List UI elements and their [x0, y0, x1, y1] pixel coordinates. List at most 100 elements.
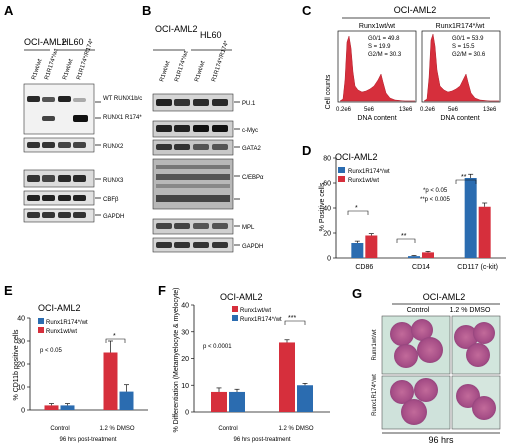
chart-d-star-cd86: * [355, 205, 358, 212]
chart-e-legend-swatch-red [38, 327, 44, 333]
panel-c-stat-2-g01: G0/1 = 53.9 [452, 36, 484, 42]
panel-b-blot-label-5: MPL [242, 225, 255, 231]
chart-e-ylabel: % CD11b positive cells [13, 329, 20, 401]
chart-e-cat-label-2: 1.2 % DMSO [99, 426, 134, 432]
panel-c-xlabel-1: DNA content [357, 115, 396, 122]
panel-c-stat-2-s: S = 15.5 [452, 44, 475, 50]
chart-e-bar-0-1 [60, 405, 75, 410]
panel-e-letter: E [4, 283, 13, 298]
chart-e-legend-red: Runx1wt/wt [46, 329, 77, 335]
micrograph-wt-control [381, 315, 451, 375]
panel-c-subtitle-2: Runx1R174*/wt [436, 23, 485, 30]
panel-c-tick-2b: 5e6 [448, 107, 459, 113]
chart-f-ytick-label-1: 10 [181, 383, 189, 390]
chart-f-ytick-label-4: 40 [181, 303, 189, 310]
chart-d-legend-swatch-1 [338, 167, 345, 173]
chart-d-ytick-label-1: 20 [323, 231, 331, 238]
chart-d-cat-1: CD14 [412, 264, 430, 271]
chart-f-pvalue: p < 0.0001 [203, 344, 232, 350]
panel-g-row-1: Runx1wt/wt [372, 329, 378, 360]
chart-f-star: *** [288, 315, 296, 322]
chart-e-ytick-label-4: 40 [17, 316, 25, 323]
chart-d-star-cd117: ** [461, 174, 467, 181]
chart-f-ytick-label-2: 20 [181, 356, 189, 363]
panel-b-lane-2: R1R174*/wt [174, 50, 190, 83]
chart-f-legend-blue: Runx1R174*/wt [240, 317, 282, 323]
panel-b-blot-label-4: C/EBPα [242, 175, 264, 181]
chart-d-sig-1: *p < 0.05 [423, 188, 448, 194]
chart-d-bar-2-1 [478, 206, 491, 258]
panel-b-lane-1: R1wt/wt [159, 60, 171, 82]
chart-d-legend-2: Runx1wt/wt [348, 178, 379, 184]
panel-a-group-2: HL60 [62, 37, 84, 47]
panel-c-title: OCI-AML2 [394, 5, 437, 15]
panel-c-xlabel-2: DNA content [440, 115, 479, 122]
chart-e-ytick-label-2: 20 [17, 362, 25, 369]
panel-b-lane-3: R1wt/wt [194, 60, 206, 82]
chart-d-marks: 0 20 40 60 80 CD86 CD14 CD117 (c-kit) [323, 156, 498, 272]
panel-c-letter: C [302, 3, 312, 18]
chart-d-bar-1-0 [408, 256, 420, 258]
chart-f-title: OCI-AML2 [220, 292, 263, 302]
panel-g-footer: 96 hrs [428, 435, 454, 445]
chart-d-bar-1-1 [422, 252, 434, 258]
micrograph-mut-control [381, 375, 451, 430]
chart-d-bar-2-0 [464, 178, 477, 258]
chart-f-bar-1-1 [297, 385, 313, 412]
panel-f: F OCI-AML2 % Differentiation (Metamyeloc… [158, 283, 330, 443]
panel-a-letter: A [4, 3, 14, 18]
chart-f-marks: 0 10 20 30 40 [181, 303, 313, 417]
chart-e-cat-label-1: Control [50, 426, 69, 432]
chart-e-pvalue: p < 0.05 [40, 348, 63, 354]
chart-d-star-cd14: ** [401, 233, 407, 240]
chart-e-bar-1-0 [103, 352, 118, 410]
chart-d-ytick-label-2: 40 [323, 206, 331, 213]
panel-d-letter: D [302, 143, 311, 158]
panel-a-blot-label-3: RUNX2 [103, 144, 124, 150]
panel-c-tick-2a: 0.2e6 [420, 107, 436, 113]
panel-b-blot-label-3: GATA2 [242, 146, 261, 152]
panel-a-blot-label-6: GAPDH [103, 214, 124, 220]
micrograph-wt-dmso [451, 315, 501, 375]
panel-b-group-2: HL60 [200, 30, 222, 40]
panel-c-stat-1-g2m: G2/M = 30.3 [368, 52, 402, 58]
chart-e-star: * [113, 333, 116, 340]
chart-e-legend-swatch-blue [38, 318, 44, 324]
panel-b-lane-4: R1R174*/R174* [211, 40, 230, 83]
chart-d-cat-2: CD117 (c-kit) [457, 264, 498, 271]
chart-f-ytick-label-0: 0 [185, 410, 189, 417]
chart-e-ytick-label-1: 10 [17, 385, 25, 392]
panel-a-group-1: OCI-AML2 [24, 37, 67, 47]
panel-b: B OCI-AML2 HL60 R1wt/wt R1R174*/wt R1wt/… [142, 3, 264, 253]
panel-b-blot-label-6: GAPDH [242, 244, 263, 250]
chart-f-legend-red: Runx1wt/wt [240, 308, 271, 314]
chart-f-cat-label-1: Control [218, 426, 237, 432]
chart-d-ytick-label-4: 80 [323, 156, 331, 163]
panel-f-letter: F [158, 283, 166, 298]
chart-e-title: OCI-AML2 [38, 303, 81, 313]
chart-e-legend-blue: Runx1R174*/wt [46, 320, 88, 326]
panel-g-row-2: Runx1R174*/wt [372, 374, 378, 416]
panel-a-blot-label-2: RUNX1 R174* [103, 115, 142, 121]
panel-c-ylabel: Cell counts [325, 74, 332, 109]
chart-d-bar-0-0 [351, 243, 364, 258]
panel-g-col-2: 1.2 % DMSO [450, 307, 491, 314]
chart-e-ytick-label-3: 30 [17, 339, 25, 346]
panel-c-stat-2-g2m: G2/M = 30.6 [452, 52, 486, 58]
chart-d-legend-1: Runx1R174*/wt [348, 169, 390, 175]
chart-f-bar-0-1 [229, 391, 245, 412]
chart-d-cat-0: CD86 [355, 264, 373, 271]
panel-b-letter: B [142, 3, 151, 18]
chart-f-footer: 96 hrs post-treatment [233, 437, 290, 443]
chart-d-ylabel: % Positive cells [319, 182, 326, 231]
chart-d-bar-0-1 [365, 235, 378, 258]
panel-b-group-1: OCI-AML2 [155, 24, 198, 34]
panel-c-tick-1c: 13e6 [399, 107, 413, 113]
chart-e-ytick-label-0: 0 [21, 408, 25, 415]
panel-g-col-1: Control [407, 307, 430, 314]
panel-c-tick-1b: 5e6 [364, 107, 375, 113]
chart-e-bar-0-0 [44, 405, 59, 410]
micrograph-mut-dmso [451, 375, 501, 430]
chart-e-marks: 0 10 20 30 40 [17, 316, 134, 415]
panel-c-stat-1-s: S = 19.9 [368, 44, 391, 50]
